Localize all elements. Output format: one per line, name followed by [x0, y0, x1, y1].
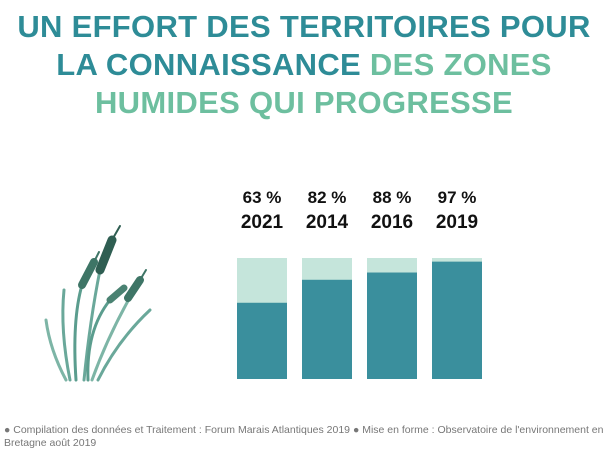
bar	[432, 261, 482, 379]
bar	[237, 302, 287, 379]
title-part: UN EFFORT DES TERRITOIRES POUR LA CONNAI…	[17, 9, 591, 82]
category-label: 2019	[436, 212, 478, 233]
reed-icon	[44, 225, 152, 382]
chart-title: UN EFFORT DES TERRITOIRES POUR LA CONNAI…	[14, 8, 594, 122]
bar	[367, 272, 417, 379]
value-label: 88 %	[373, 188, 412, 207]
bar	[302, 279, 352, 379]
value-label: 82 %	[308, 188, 347, 207]
category-label: 2021	[241, 212, 284, 233]
value-label: 63 %	[243, 188, 282, 207]
title-part: DES ZONES HUMIDES QUI PROGRESSE	[95, 47, 552, 120]
category-label: 2014	[306, 212, 349, 233]
category-label: 2016	[371, 212, 413, 233]
value-label: 97 %	[438, 188, 477, 207]
source-note: ● Compilation des données et Traitement …	[4, 424, 604, 449]
